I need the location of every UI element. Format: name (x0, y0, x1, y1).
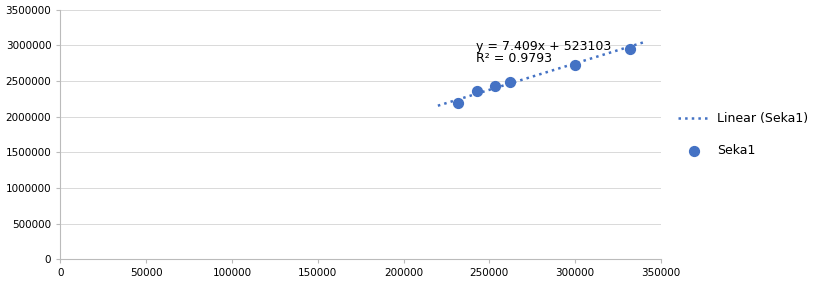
Linear (Seka1) (607, 51, 617, 54)
Seka1 (504, 80, 517, 84)
Linear (Seka1) (620, 47, 630, 50)
Linear (Seka1) (433, 104, 443, 107)
Seka1 (452, 101, 465, 106)
Text: y = 7.409x + 523103: y = 7.409x + 523103 (476, 40, 611, 53)
Seka1 (471, 89, 484, 93)
Text: R² = 0.9793: R² = 0.9793 (476, 52, 552, 65)
Linear (Seka1) (433, 104, 443, 107)
Line: Linear (Seka1): Linear (Seka1) (438, 42, 644, 106)
Linear (Seka1) (554, 66, 564, 70)
Legend: Linear (Seka1), Seka1: Linear (Seka1), Seka1 (673, 107, 813, 162)
Linear (Seka1) (639, 41, 649, 44)
Linear (Seka1) (555, 66, 565, 70)
Seka1 (488, 84, 501, 88)
Linear (Seka1) (559, 65, 569, 68)
Seka1 (623, 47, 636, 51)
Seka1 (568, 63, 581, 68)
